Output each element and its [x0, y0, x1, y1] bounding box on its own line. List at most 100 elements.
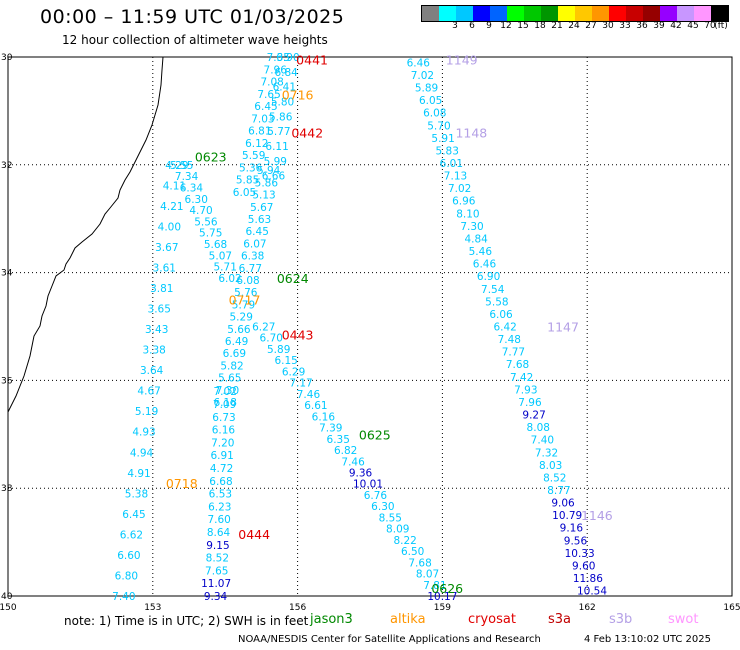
mission-cryosat: cryosat — [468, 612, 516, 627]
wave-height-value: 3.81 — [150, 283, 173, 295]
wave-height-value: 6.49 — [225, 336, 248, 348]
wave-height-value: 7.13 — [444, 171, 467, 183]
legend-swatch — [660, 6, 677, 21]
mission-jason3: jason3 — [310, 612, 353, 627]
legend-swatch — [609, 6, 626, 21]
legend-swatch — [507, 6, 524, 21]
pass-label: 0717 — [229, 293, 261, 308]
lon-tick-label: 153 — [144, 603, 161, 613]
wave-height-value: 7.96 — [264, 64, 288, 76]
lon-tick-label: 159 — [434, 603, 451, 613]
track-swot-coast: 4.29 4.11 4.21 4.00 3.67 3.61 3.81 3.65 3.43 3.38… — [112, 160, 188, 603]
wave-height-value: 6.41 — [273, 82, 296, 94]
wave-height-value: 6.11 — [265, 141, 288, 153]
wave-height-value: 5.56 — [194, 216, 218, 228]
wave-height-tracks: 7.357.967.087.656.457.036.816.125.595.36… — [112, 52, 607, 603]
wave-height-value: 6.45 — [246, 226, 269, 238]
wave-height-value: 8.52 — [206, 553, 229, 565]
legend-swatch — [592, 6, 609, 21]
legend-label: 36 — [636, 21, 648, 31]
legend-swatch — [643, 6, 660, 21]
wave-height-value: 6.91 — [210, 450, 233, 462]
legend-label: 9 — [486, 21, 492, 31]
wave-height-value: 6.05 — [419, 95, 442, 107]
lon-tick-label: 162 — [579, 603, 596, 613]
lat-tick-label: 38 — [1, 484, 13, 494]
wave-height-value: 8.09 — [386, 524, 409, 536]
wave-height-value: 6.42 — [493, 322, 516, 334]
wave-height-value: 7.65 — [257, 89, 280, 101]
wave-height-value: 7.42 — [510, 372, 533, 384]
pass-label: 0442 — [291, 125, 323, 140]
page-subtitle: 12 hour collection of altimeter wave hei… — [62, 33, 328, 47]
mission-s3a: s3a — [548, 612, 572, 627]
wave-height-value: 5.19 — [135, 406, 158, 418]
wave-height-value: 7.60 — [207, 514, 230, 526]
wave-height-value: 3.43 — [145, 324, 168, 336]
footer-credit: NOAA/NESDIS Center for Satellite Applica… — [238, 634, 541, 645]
pass-label: 1147 — [547, 320, 579, 335]
wave-height-value: 5.59 — [242, 150, 265, 162]
legend-label: 30 — [602, 21, 614, 31]
note-text: note: 1) Time is in UTC; 2) SWH is in fe… — [64, 614, 309, 628]
wave-height-value: 5.89 — [267, 344, 290, 356]
wave-height-value: 4.29 — [165, 160, 188, 172]
wave-height-value: 9.60 — [572, 560, 595, 572]
wave-height-value: 5.83 — [436, 145, 459, 157]
wave-height-value: 5.58 — [485, 296, 508, 308]
wave-height-value: 5.13 — [252, 190, 275, 202]
wave-height-value: 4.84 — [464, 233, 488, 245]
pass-label: 0441 — [296, 53, 328, 68]
wave-height-value: 7.03 — [251, 113, 274, 125]
wave-height-value: 4.00 — [158, 221, 181, 233]
legend-swatch — [694, 6, 711, 21]
wave-height-value: 6.34 — [180, 182, 204, 194]
wave-height-value: 9.34 — [204, 591, 228, 603]
australia-coastline — [7, 56, 164, 413]
wave-height-value: 8.10 — [456, 208, 479, 220]
wave-height-value: 5.29 — [230, 312, 253, 324]
wave-height-value: 6.08 — [236, 275, 259, 287]
wave-height-value: 7.81 — [423, 580, 446, 592]
wave-height-value: 6.82 — [334, 445, 357, 457]
lon-tick-label: 156 — [289, 603, 306, 613]
wave-height-value: 9.36 — [349, 467, 373, 479]
track-altika-0716: 6.90 6.84 6.41 5.80 5.86 5.77 6.11 5.99 6.66 — [262, 52, 300, 183]
wave-height-value: 5.94 — [257, 165, 281, 177]
wave-height-value: 7.39 — [319, 423, 342, 435]
track-cryosat-0443-0444: 7.027.096.736.167.206.914.726.686.536.23… — [201, 386, 237, 603]
legend-label: 45 — [687, 21, 699, 31]
wave-height-value: 5.86 — [255, 177, 279, 189]
lon-tick-label: 165 — [723, 603, 740, 613]
wave-height-value: 5.75 — [199, 228, 222, 240]
wave-height-value: 6.50 — [401, 546, 424, 558]
lat-tick-label: 40 — [1, 592, 13, 602]
wave-height-value: 7.77 — [502, 347, 525, 359]
lat-tick-label: 34 — [1, 269, 13, 279]
lon-tick-label: 150 — [0, 603, 17, 613]
legend-swatch — [677, 6, 694, 21]
wave-height-value: 7.02 — [448, 183, 471, 195]
wave-height-value: 9.27 — [522, 410, 545, 422]
wave-height-value: 6.80 — [115, 570, 138, 582]
pass-label: 0626 — [431, 581, 463, 596]
pass-label: 1146 — [581, 508, 613, 523]
wave-height-value: 6.96 — [452, 196, 476, 208]
wave-height-value: 3.67 — [155, 242, 178, 254]
wave-height-value: 10.54 — [577, 586, 607, 598]
track-jason-0623: 5.557.346.346.304.705.565.755.685.075.71… — [170, 160, 242, 285]
wave-height-value: 6.46 — [473, 259, 497, 271]
wave-height-value: 5.91 — [431, 133, 454, 145]
wave-height-value: 7.09 — [213, 399, 236, 411]
legend-label: 15 — [517, 21, 529, 31]
wave-height-value: 8.08 — [527, 422, 550, 434]
track-s3b-1149-1146: 6.467.025.896.056.085.705.915.836.017.13… — [407, 57, 608, 597]
wave-height-value: 7.08 — [260, 77, 283, 89]
wave-height-value: 7.40 — [112, 591, 135, 603]
wave-height-value: 7.34 — [175, 171, 199, 183]
wave-height-value: 6.45 — [122, 509, 145, 521]
mission-swot: swot — [668, 612, 699, 627]
wave-height-value: 6.45 — [254, 101, 277, 113]
legend-swatch — [456, 6, 473, 21]
